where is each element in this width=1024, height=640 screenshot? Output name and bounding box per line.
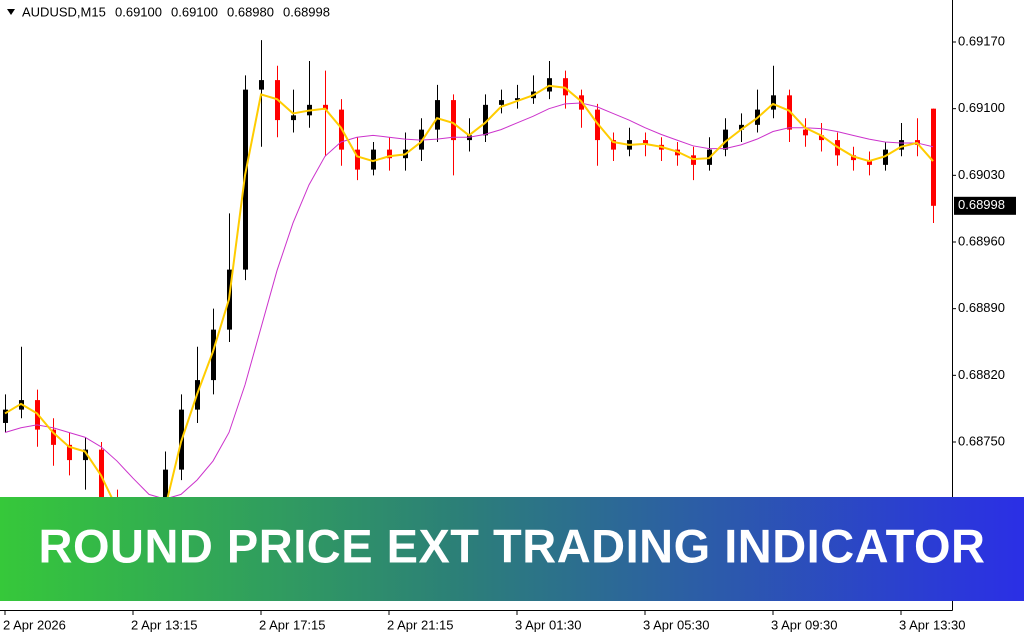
ohlc-close: 0.68998 — [283, 4, 330, 19]
candle-body — [563, 78, 568, 96]
candle-body — [371, 149, 376, 170]
y-tick-label: 0.69100 — [958, 100, 1005, 115]
ohlc-low: 0.68980 — [227, 4, 274, 19]
candle-body — [355, 149, 360, 170]
x-tick-label: 2 Apr 21:15 — [387, 617, 454, 632]
banner-background — [0, 497, 1024, 601]
candle-body — [771, 95, 776, 110]
x-tick-label: 3 Apr 05:30 — [643, 617, 710, 632]
current-price-label: 0.68998 — [958, 197, 1005, 212]
candle-body — [883, 149, 888, 165]
candle-body — [67, 444, 72, 461]
candle-body — [739, 124, 744, 130]
banner-text: ROUND PRICE EXT TRADING INDICATOR — [39, 519, 986, 572]
y-tick-label: 0.69170 — [958, 33, 1005, 48]
candle-body — [547, 78, 552, 92]
candle-body — [515, 98, 520, 101]
ohlc-open: 0.69100 — [115, 4, 162, 19]
x-tick-label: 3 Apr 01:30 — [515, 617, 582, 632]
axes: 0.69170 0.69100 0.69030 0.68960 0.68890 0.688… — [3, 33, 1016, 632]
candle-body — [867, 160, 872, 165]
candle-body — [451, 100, 456, 141]
x-tick-label: 2 Apr 17:15 — [259, 617, 326, 632]
chart-header: AUDUSD,M15 0.69100 0.69100 0.68980 0.689… — [7, 4, 330, 19]
candle-body — [611, 140, 616, 150]
candle-body — [211, 329, 216, 381]
y-tick-label: 0.68890 — [958, 300, 1005, 315]
y-tick-label: 0.68960 — [958, 233, 1005, 248]
candle-body — [723, 129, 728, 150]
candle-body — [243, 89, 248, 270]
candle-body — [51, 429, 56, 445]
candle-body — [387, 149, 392, 159]
symbol: AUDUSD,M15 — [22, 4, 106, 19]
candle-body — [819, 135, 824, 141]
y-tick-label: 0.68820 — [958, 367, 1005, 382]
ohlc-high: 0.69100 — [171, 4, 218, 19]
x-tick-label: 2 Apr 2026 — [3, 617, 66, 632]
x-tick-label: 3 Apr 09:30 — [771, 617, 838, 632]
current-price-box — [954, 196, 1016, 215]
candle-body — [803, 129, 808, 136]
x-tick-label: 3 Apr 13:30 — [899, 617, 966, 632]
candle-body — [323, 104, 328, 110]
candle-body — [467, 135, 472, 141]
candle-body — [499, 100, 504, 105]
candle-body — [3, 409, 8, 423]
banner: ROUND PRICE EXT TRADING INDICATOR — [0, 497, 1024, 601]
candle-body — [435, 100, 440, 130]
y-tick-label: 0.68750 — [958, 433, 1005, 448]
candle-body — [259, 80, 264, 90]
candle-body — [83, 449, 88, 461]
candle-body — [291, 115, 296, 121]
menu-triangle[interactable] — [7, 9, 15, 15]
candle-body — [899, 140, 904, 150]
y-tick-label: 0.69030 — [958, 167, 1005, 182]
candle-body — [851, 155, 856, 161]
candle-body — [643, 140, 648, 145]
x-tick-label: 2 Apr 13:15 — [131, 617, 198, 632]
candle-body — [931, 108, 936, 206]
candle-body — [483, 104, 488, 136]
